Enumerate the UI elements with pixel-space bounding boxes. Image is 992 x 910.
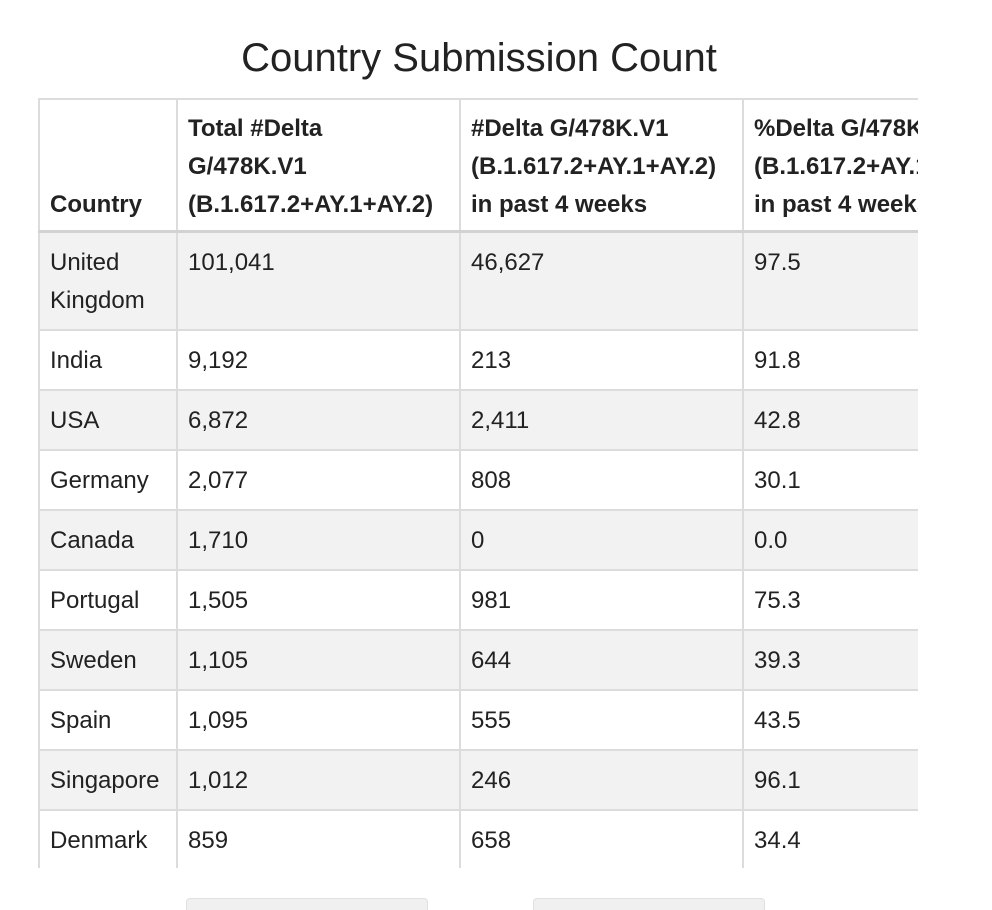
header-delta-past-4-weeks[interactable]: #Delta G/478K.V1 (B.1.617.2+AY.1+AY.2) in … [459, 98, 744, 233]
table-row: Singapore 1,012 246 96.1 [38, 749, 918, 811]
table-header-row: Country Total #Delta G/478K.V1 (B.1.617.2+… [38, 98, 918, 233]
header-line: Country [50, 191, 142, 218]
pct-delta-cell: 96.1 [742, 749, 918, 811]
country-cell: Sweden [38, 629, 178, 691]
header-line: G/478K.V1 [188, 153, 307, 180]
delta-past-4-weeks-cell: 808 [459, 449, 744, 511]
page-size-control[interactable] [533, 898, 765, 910]
table-row: Denmark 859 658 34.4 [38, 809, 918, 868]
country-name-line: Singapore [50, 767, 160, 794]
delta-past-4-weeks-cell: 555 [459, 689, 744, 751]
country-name-line: Kingdom [50, 287, 145, 314]
country-name-line: United [50, 249, 120, 276]
delta-past-4-weeks-cell: 658 [459, 809, 744, 868]
header-line: (B.1.617.2+AY.1+AY.2) [188, 191, 434, 218]
header-pct-delta-past-4-weeks[interactable]: %Delta G/478K.V1 (B.1.617.2+AY.1+AY.2) in … [742, 98, 918, 233]
delta-past-4-weeks-cell: 46,627 [459, 230, 744, 331]
table-row: Spain 1,095 555 43.5 [38, 689, 918, 751]
table-row: India 9,192 213 91.8 [38, 329, 918, 391]
table-row: Germany 2,077 808 30.1 [38, 449, 918, 511]
country-cell: USA [38, 389, 178, 451]
page-title: Country Submission Count [241, 36, 717, 80]
total-delta-cell: 1,105 [176, 629, 461, 691]
header-line: #Delta G/478K.V1 [471, 115, 669, 142]
total-delta-cell: 1,710 [176, 509, 461, 571]
pct-delta-cell: 97.5 [742, 230, 918, 331]
table-row: Sweden 1,105 644 39.3 [38, 629, 918, 691]
country-name-line: Denmark [50, 827, 148, 854]
pct-delta-cell: 42.8 [742, 389, 918, 451]
header-line: (B.1.617.2+AY.1+AY.2) [471, 153, 717, 180]
country-name-line: Canada [50, 527, 135, 554]
country-name-line: USA [50, 407, 100, 434]
country-cell: Canada [38, 509, 178, 571]
header-line: in past 4 weeks [754, 191, 918, 218]
header-country[interactable]: Country [38, 98, 178, 233]
total-delta-cell: 6,872 [176, 389, 461, 451]
header-line: in past 4 weeks [471, 191, 648, 218]
total-delta-cell: 101,041 [176, 230, 461, 331]
delta-past-4-weeks-cell: 0 [459, 509, 744, 571]
country-cell: India [38, 329, 178, 391]
country-name-line: Germany [50, 467, 149, 494]
total-delta-cell: 2,077 [176, 449, 461, 511]
country-name-line: Spain [50, 707, 112, 734]
table-row: USA 6,872 2,411 42.8 [38, 389, 918, 451]
table-body: United Kingdom 101,041 46,627 97.5 India 9,192… [38, 230, 918, 868]
total-delta-cell: 1,012 [176, 749, 461, 811]
header-line: Total #Delta [188, 115, 323, 142]
table-row: Canada 1,710 0 0.0 [38, 509, 918, 571]
country-cell: Denmark [38, 809, 178, 868]
total-delta-cell: 9,192 [176, 329, 461, 391]
country-submission-table: Country Total #Delta G/478K.V1 (B.1.617.2+… [38, 98, 918, 868]
pagination-controls[interactable] [186, 898, 428, 910]
total-delta-cell: 1,505 [176, 569, 461, 631]
country-cell: Germany [38, 449, 178, 511]
delta-past-4-weeks-cell: 246 [459, 749, 744, 811]
country-cell: Singapore [38, 749, 178, 811]
pct-delta-cell: 43.5 [742, 689, 918, 751]
pct-delta-cell: 39.3 [742, 629, 918, 691]
header-total-delta[interactable]: Total #Delta G/478K.V1 (B.1.617.2+AY.1+AY.… [176, 98, 461, 233]
country-cell: Spain [38, 689, 178, 751]
total-delta-cell: 859 [176, 809, 461, 868]
delta-past-4-weeks-cell: 2,411 [459, 389, 744, 451]
pct-delta-cell: 34.4 [742, 809, 918, 868]
total-delta-cell: 1,095 [176, 689, 461, 751]
country-name-line: Portugal [50, 587, 140, 614]
pct-delta-cell: 0.0 [742, 509, 918, 571]
country-cell: United Kingdom [38, 230, 178, 331]
table-scroll-container[interactable]: Country Total #Delta G/478K.V1 (B.1.617.2+… [38, 98, 918, 868]
header-line: %Delta G/478K.V1 [754, 115, 918, 142]
country-name-line: India [50, 347, 103, 374]
delta-past-4-weeks-cell: 213 [459, 329, 744, 391]
table-row: United Kingdom 101,041 46,627 97.5 [38, 230, 918, 331]
country-name-line: Sweden [50, 647, 137, 674]
country-cell: Portugal [38, 569, 178, 631]
pct-delta-cell: 75.3 [742, 569, 918, 631]
pct-delta-cell: 91.8 [742, 329, 918, 391]
delta-past-4-weeks-cell: 644 [459, 629, 744, 691]
header-line: (B.1.617.2+AY.1+AY.2) [754, 153, 918, 180]
table-row: Portugal 1,505 981 75.3 [38, 569, 918, 631]
delta-past-4-weeks-cell: 981 [459, 569, 744, 631]
pct-delta-cell: 30.1 [742, 449, 918, 511]
